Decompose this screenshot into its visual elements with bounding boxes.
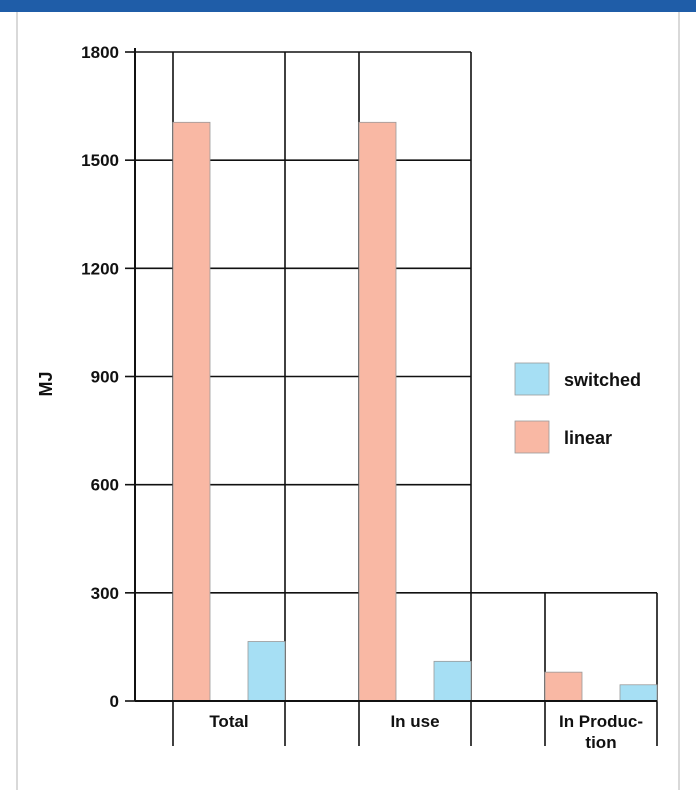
left-border [16,12,18,790]
bar-switched-0 [247,641,286,702]
y-tick-label-1800: 1800 [81,43,119,62]
y-tick-label-1200: 1200 [81,259,119,278]
legend-swatch-linear [514,420,550,454]
legend-label-linear: linear [564,428,612,448]
bars [172,121,658,702]
legend: switched linear [514,362,641,454]
category-label-2-line-0: In Produc- [559,712,643,731]
category-label-1: In use [390,712,439,731]
axes [125,48,657,702]
category-labels: Total In use In Produc-tion [209,712,643,752]
header-bar [0,0,696,12]
y-tick-label-0: 0 [110,692,119,711]
y-tick-labels: 0 300 600 900 1200 1500 1800 [81,43,119,711]
y-axis-label: MJ [36,371,56,396]
bar-linear-1 [358,121,397,702]
right-border [678,12,680,790]
y-tick-label-900: 900 [91,368,119,387]
bar-switched-2 [619,684,658,702]
category-label-0: Total [209,712,248,731]
legend-swatch-switched [514,362,550,396]
bar-linear-0 [172,121,211,702]
bar-switched-1 [433,660,472,702]
bar-linear-2 [544,671,583,702]
category-label-2-line-1: tion [585,733,616,752]
y-tick-label-300: 300 [91,584,119,603]
legend-label-switched: switched [564,370,641,390]
y-tick-label-1500: 1500 [81,151,119,170]
y-tick-label-600: 600 [91,476,119,495]
